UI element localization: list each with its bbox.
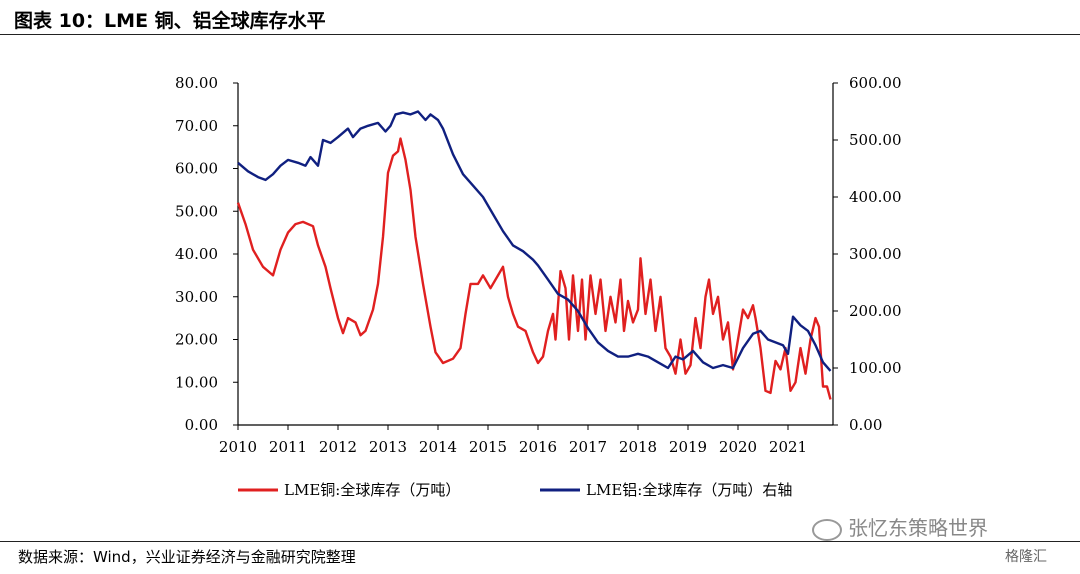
legend-copper-label: LME铜:全球库存（万吨） <box>284 481 460 499</box>
x-tick-label: 2019 <box>669 438 707 456</box>
x-tick-label: 2011 <box>269 438 307 456</box>
x-tick-label: 2018 <box>619 438 657 456</box>
left-tick-label: 50.00 <box>175 202 218 220</box>
legend-aluminum-label: LME铝:全球库存（万吨）右轴 <box>586 481 792 499</box>
series-layer <box>236 110 832 400</box>
x-tick-label: 2017 <box>569 438 607 456</box>
x-tick-label: 2013 <box>369 438 407 456</box>
aluminum-series-line <box>237 110 832 372</box>
left-tick-label: 10.00 <box>175 373 218 391</box>
x-tick-label: 2012 <box>319 438 357 456</box>
right-tick-label: 100.00 <box>849 359 902 377</box>
left-tick-label: 20.00 <box>175 331 218 349</box>
left-axis: 0.00 10.00 20.00 30.00 40.00 50.00 60.00 70.00 8… <box>175 74 238 434</box>
x-tick-label: 2016 <box>519 438 557 456</box>
left-tick-label: 30.00 <box>175 288 218 306</box>
x-tick-label: 2014 <box>419 438 457 456</box>
copper-series-line <box>236 137 832 400</box>
right-axis: 0.00 100.00 200.00 300.00 400.00 500.00 600.00 <box>833 74 902 434</box>
left-tick-label: 60.00 <box>175 160 218 178</box>
watermark: 张忆东策略世界 <box>812 512 988 541</box>
logo: 格隆汇 <box>1005 549 1047 565</box>
x-tick-label: 2015 <box>469 438 507 456</box>
left-tick-label: 40.00 <box>175 245 218 263</box>
x-tick-label: 2021 <box>769 438 807 456</box>
right-tick-label: 400.00 <box>849 188 902 206</box>
right-tick-label: 300.00 <box>849 245 902 263</box>
right-tick-label: 200.00 <box>849 302 902 320</box>
x-tick-label: 2010 <box>219 438 257 456</box>
left-tick-label: 80.00 <box>175 74 218 92</box>
source-divider <box>0 541 1080 542</box>
x-tick-label: 2020 <box>719 438 757 456</box>
left-tick-label: 70.00 <box>175 117 218 135</box>
right-tick-label: 600.00 <box>849 74 902 92</box>
title-divider <box>0 34 1080 35</box>
chart-title: 图表 10：LME 铜、铝全球库存水平 <box>14 10 326 32</box>
watermark-text: 张忆东策略世界 <box>848 516 988 540</box>
right-tick-label: 500.00 <box>849 131 902 149</box>
plot-frame <box>237 83 834 426</box>
wechat-icon <box>812 518 842 541</box>
x-axis: 2010 2011 2012 2013 2014 2015 2016 2017 2018 2019… <box>219 425 807 456</box>
chart-area: 0.00 10.00 20.00 30.00 40.00 50.00 60.00 70.00 8… <box>175 74 902 499</box>
left-tick-label: 0.00 <box>185 416 218 434</box>
legend: LME铜:全球库存（万吨） LME铝:全球库存（万吨）右轴 <box>238 481 792 499</box>
source-note: 数据来源：Wind，兴业证券经济与金融研究院整理 <box>18 548 356 566</box>
right-tick-label: 0.00 <box>849 416 882 434</box>
